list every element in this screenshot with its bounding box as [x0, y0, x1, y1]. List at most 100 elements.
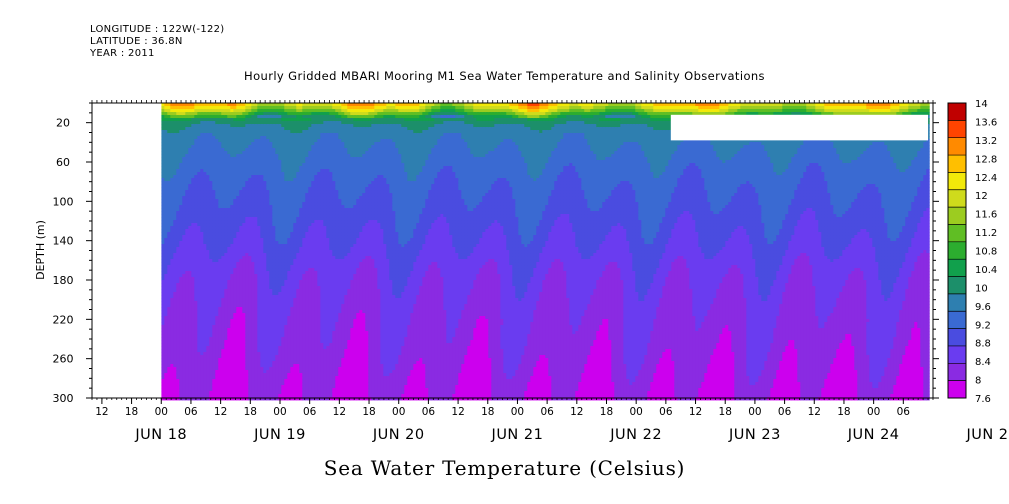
field-cell — [167, 346, 170, 349]
field-cell — [164, 193, 167, 196]
field-cell — [173, 352, 176, 355]
field-cell — [170, 379, 173, 382]
field-cell — [197, 112, 200, 115]
field-cell — [188, 280, 191, 283]
field-cell — [182, 310, 185, 313]
field-cell — [170, 313, 173, 316]
field-cell — [182, 319, 185, 322]
field-cell — [182, 130, 185, 133]
field-cell — [191, 166, 194, 169]
field-cell — [182, 358, 185, 361]
field-cell — [182, 394, 185, 397]
field-cell — [176, 301, 179, 304]
field-cell — [185, 340, 188, 343]
field-cell — [188, 328, 191, 331]
field-cell — [194, 277, 197, 280]
field-cell — [176, 337, 179, 340]
field-cell — [188, 307, 191, 310]
field-cell — [161, 103, 164, 106]
field-cell — [182, 103, 185, 106]
field-cell — [167, 301, 170, 304]
field-cell — [173, 226, 176, 229]
field-cell — [182, 340, 185, 343]
field-cell — [173, 394, 176, 397]
field-cell — [188, 190, 191, 193]
field-cell — [167, 394, 170, 397]
field-cell — [185, 295, 188, 298]
field-cell — [182, 202, 185, 205]
field-cell — [167, 316, 170, 319]
field-cell — [182, 106, 185, 109]
field-cell — [188, 340, 191, 343]
field-cell — [179, 247, 182, 250]
field-cell — [179, 259, 182, 262]
field-cell — [182, 244, 185, 247]
field-cell — [185, 217, 188, 220]
field-cell — [167, 133, 170, 136]
field-cell — [161, 205, 164, 208]
field-cell — [161, 232, 164, 235]
field-cell — [188, 163, 191, 166]
field-cell — [161, 181, 164, 184]
field-cell — [170, 196, 173, 199]
field-cell — [191, 139, 194, 142]
field-cell — [185, 337, 188, 340]
field-cell — [161, 298, 164, 301]
field-cell — [194, 283, 197, 286]
field-cell — [188, 394, 191, 397]
field-cell — [176, 187, 179, 190]
field-cell — [179, 280, 182, 283]
field-cell — [173, 325, 176, 328]
field-cell — [194, 298, 197, 301]
field-cell — [194, 127, 197, 130]
field-cell — [191, 352, 194, 355]
field-cell — [185, 325, 188, 328]
field-cell — [167, 211, 170, 214]
field-cell — [182, 349, 185, 352]
field-cell — [179, 292, 182, 295]
field-cell — [197, 166, 200, 169]
field-cell — [179, 352, 182, 355]
field-cell — [161, 190, 164, 193]
field-cell — [185, 127, 188, 130]
field-cell — [170, 256, 173, 259]
field-cell — [167, 262, 170, 265]
field-cell — [185, 319, 188, 322]
field-cell — [185, 358, 188, 361]
field-cell — [176, 115, 179, 118]
field-cell — [164, 277, 167, 280]
field-cell — [173, 238, 176, 241]
field-cell — [188, 346, 191, 349]
field-cell — [185, 244, 188, 247]
field-cell — [173, 106, 176, 109]
field-cell — [179, 298, 182, 301]
field-cell — [170, 328, 173, 331]
field-cell — [194, 205, 197, 208]
field-cell — [170, 307, 173, 310]
field-cell — [173, 190, 176, 193]
field-cell — [170, 349, 173, 352]
field-cell — [182, 139, 185, 142]
field-cell — [188, 286, 191, 289]
field-cell — [167, 322, 170, 325]
field-cell — [182, 355, 185, 358]
field-cell — [161, 385, 164, 388]
field-cell — [173, 169, 176, 172]
field-cell — [176, 271, 179, 274]
field-cell — [191, 229, 194, 232]
field-cell — [194, 313, 197, 316]
field-cell — [182, 331, 185, 334]
field-cell — [185, 157, 188, 160]
field-cell — [164, 217, 167, 220]
field-cell — [170, 310, 173, 313]
field-cell — [176, 109, 179, 112]
field-cell — [179, 205, 182, 208]
field-cell — [188, 337, 191, 340]
field-cell — [185, 181, 188, 184]
field-cell — [161, 316, 164, 319]
field-cell — [179, 358, 182, 361]
field-cell — [164, 304, 167, 307]
field-cell — [176, 190, 179, 193]
field-cell — [161, 196, 164, 199]
field-cell — [176, 388, 179, 391]
